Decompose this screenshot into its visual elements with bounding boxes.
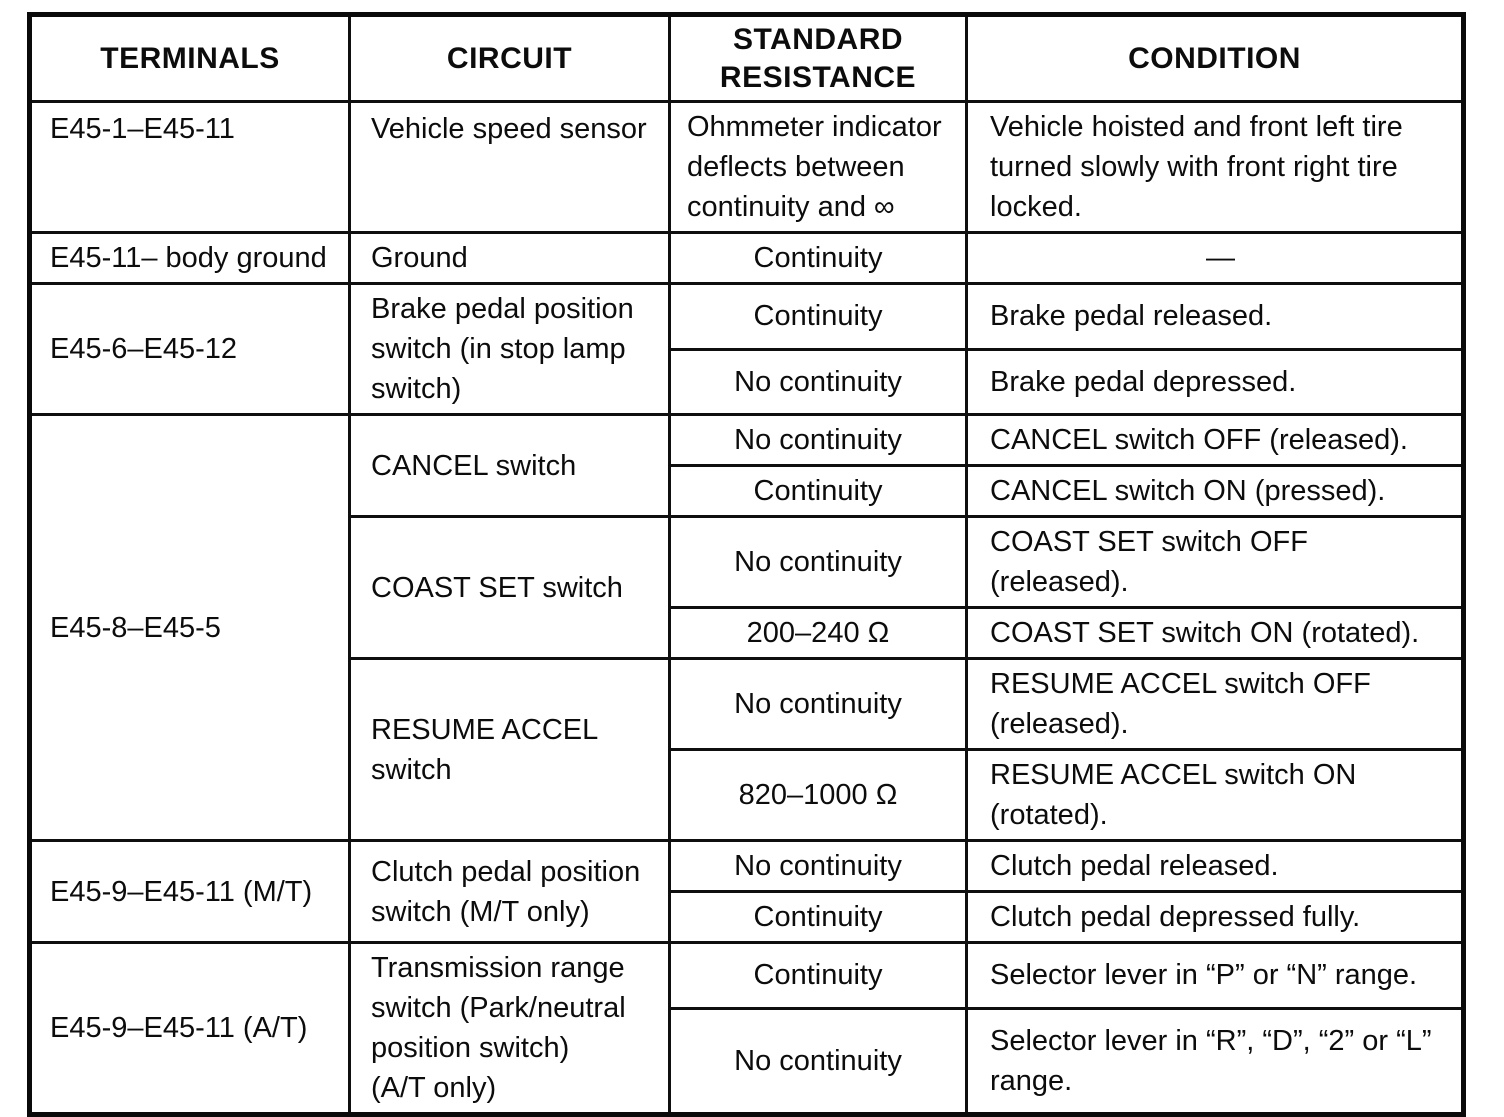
table-row: RESUME ACCEL switch No continuity RESUME…	[30, 657, 1465, 843]
condition-cell: Clutch pedal released.	[965, 839, 1465, 894]
resistance-cell: 200–240 Ω	[668, 606, 968, 661]
terminals-cell: E45-6–E45-12	[28, 282, 351, 417]
table-row: E45-11– body ground Ground Continuity —	[28, 231, 1465, 286]
terminals-cell: E45-9–E45-11 (M/T)	[28, 839, 351, 945]
resistance-cell: No continuity	[668, 657, 968, 752]
condition-cell: Brake pedal depressed.	[965, 347, 1465, 417]
resistance-cell: Continuity	[668, 231, 968, 286]
terminals-cell: E45-9–E45-11 (A/T)	[28, 941, 351, 1117]
table-row: E45-1–E45-11 Vehicle speed sensor Ohmmet…	[28, 99, 1465, 235]
resistance-cell: Continuity	[668, 941, 968, 1010]
resistance-cell: Continuity	[668, 464, 968, 519]
table-row: E45-9–E45-11 (M/T) Clutch pedal position…	[28, 839, 1465, 945]
condition-cell: CANCEL switch ON (pressed).	[965, 464, 1465, 519]
table-row: Continuity Clutch pedal depressed fully.	[30, 890, 1465, 945]
condition-cell: Clutch pedal depressed fully.	[965, 890, 1465, 945]
table-row: E45-9–E45-11 (A/T) Transmission range sw…	[28, 941, 1465, 1117]
circuit-cell: Vehicle speed sensor	[348, 99, 671, 235]
terminals-cell: E45-8–E45-5	[28, 413, 351, 843]
resistance-cell: Ohmmeter indicator deflects between cont…	[668, 99, 968, 235]
table-row: Continuity CANCEL switch ON (pressed).	[30, 464, 1465, 519]
condition-cell: Vehicle hoisted and front left tire turn…	[965, 99, 1465, 235]
condition-cell: Brake pedal released.	[965, 282, 1465, 351]
circuit-cell: CANCEL switch	[348, 413, 671, 519]
header-row: TERMINALS CIRCUIT STANDARD RESISTANCE CO…	[28, 13, 1465, 103]
resistance-cell: No continuity	[668, 413, 968, 468]
condition-cell: Selector lever in “R”, “D”, “2” or “L” r…	[965, 1006, 1465, 1117]
condition-cell: RESUME ACCEL switch OFF (released).	[965, 657, 1465, 752]
col-header-condition: CONDITION	[965, 13, 1465, 103]
col-header-resistance: STANDARD RESISTANCE	[668, 13, 968, 103]
resistance-spec-table: TERMINALS CIRCUIT STANDARD RESISTANCE CO…	[27, 12, 1466, 1117]
condition-cell: RESUME ACCEL switch ON (rotated).	[965, 748, 1465, 843]
condition-cell: CANCEL switch OFF (released).	[965, 413, 1465, 468]
col-header-terminals: TERMINALS	[28, 13, 351, 103]
resistance-cell: No continuity	[668, 839, 968, 894]
table-row: No continuity Brake pedal depressed.	[30, 347, 1465, 417]
circuit-cell: RESUME ACCEL switch	[348, 657, 671, 843]
table-row: 820–1000 Ω RESUME ACCEL switch ON (rotat…	[30, 748, 1465, 843]
table-row: E45-6–E45-12 Brake pedal position switch…	[28, 282, 1465, 417]
resistance-cell: Continuity	[668, 282, 968, 351]
resistance-cell: 820–1000 Ω	[668, 748, 968, 843]
circuit-cell: Transmission range switch (Park/neutral …	[348, 941, 671, 1117]
circuit-cell: Brake pedal position switch (in stop lam…	[348, 282, 671, 417]
resistance-cell: No continuity	[668, 515, 968, 610]
terminals-cell: E45-1–E45-11	[28, 99, 351, 235]
circuit-cell: Ground	[348, 231, 671, 286]
condition-cell: —	[965, 231, 1465, 286]
table-row: E45-8–E45-5 CANCEL switch No continuity …	[28, 413, 1465, 843]
table-row: COAST SET switch No continuity COAST SET…	[30, 515, 1465, 661]
condition-cell: Selector lever in “P” or “N” range.	[965, 941, 1465, 1010]
resistance-cell: Continuity	[668, 890, 968, 945]
table-row: 200–240 Ω COAST SET switch ON (rotated).	[30, 606, 1465, 661]
circuit-cell: Clutch pedal position switch (M/T only)	[348, 839, 671, 945]
col-header-circuit: CIRCUIT	[348, 13, 671, 103]
resistance-cell: No continuity	[668, 347, 968, 417]
condition-cell: COAST SET switch OFF (released).	[965, 515, 1465, 610]
resistance-cell: No continuity	[668, 1006, 968, 1117]
circuit-cell: COAST SET switch	[348, 515, 671, 661]
condition-cell: COAST SET switch ON (rotated).	[965, 606, 1465, 661]
terminals-cell: E45-11– body ground	[28, 231, 351, 286]
